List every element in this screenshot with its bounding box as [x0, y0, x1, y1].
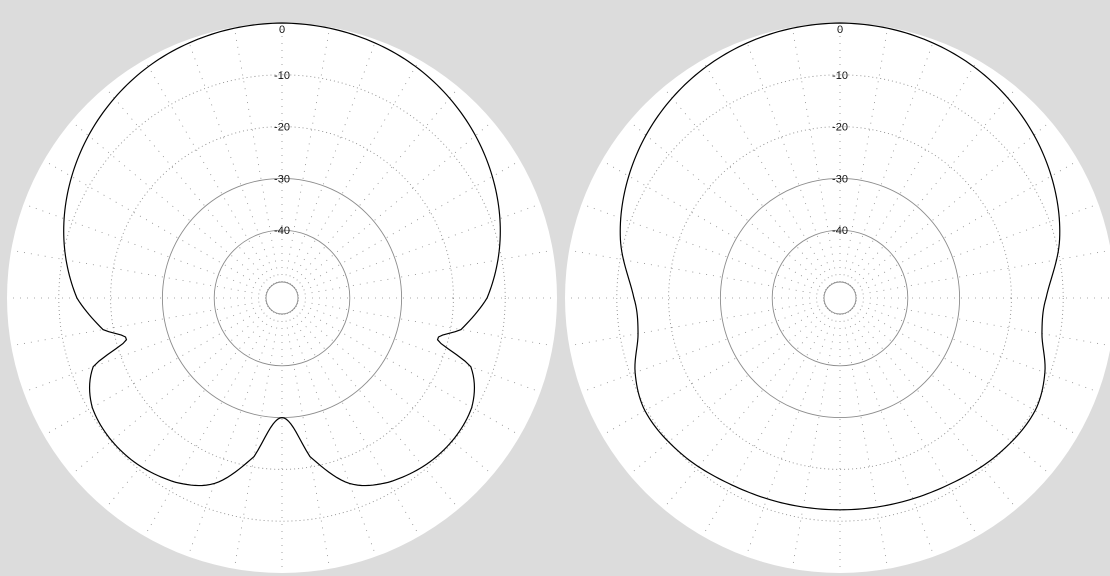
polar-chart-left: 0 -10 -20 -30 -40 — [7, 22, 557, 573]
radial-grid — [616, 74, 1064, 522]
ring-gridline — [110, 126, 454, 470]
r-tick-label: -40 — [274, 225, 290, 237]
r-tick-label: -40 — [832, 225, 848, 237]
plot-face — [7, 23, 557, 573]
ring-gridline — [668, 126, 1012, 470]
pattern-trace — [619, 22, 1061, 511]
ring-gridline — [771, 229, 909, 367]
r-tick-label: -10 — [832, 70, 848, 82]
ring-gridline — [823, 281, 857, 315]
plot-face — [565, 23, 1110, 573]
pattern-trace — [63, 22, 501, 487]
ring-gridline — [58, 74, 506, 522]
r-tick-label: -30 — [274, 173, 290, 185]
r-tick-label: -20 — [832, 122, 848, 134]
r-tick-label: 0 — [279, 24, 285, 36]
r-tick-label: 0 — [837, 24, 843, 36]
ring-gridline — [719, 177, 961, 419]
r-tick-label: -30 — [832, 173, 848, 185]
ring-gridline — [265, 281, 299, 315]
ring-gridline — [213, 229, 351, 367]
ring-gridline — [616, 74, 1064, 522]
r-tick-label: -10 — [274, 70, 290, 82]
polar-chart-right: 0 -10 -20 -30 -40 — [565, 22, 1110, 573]
r-tick-label: -20 — [274, 122, 290, 134]
